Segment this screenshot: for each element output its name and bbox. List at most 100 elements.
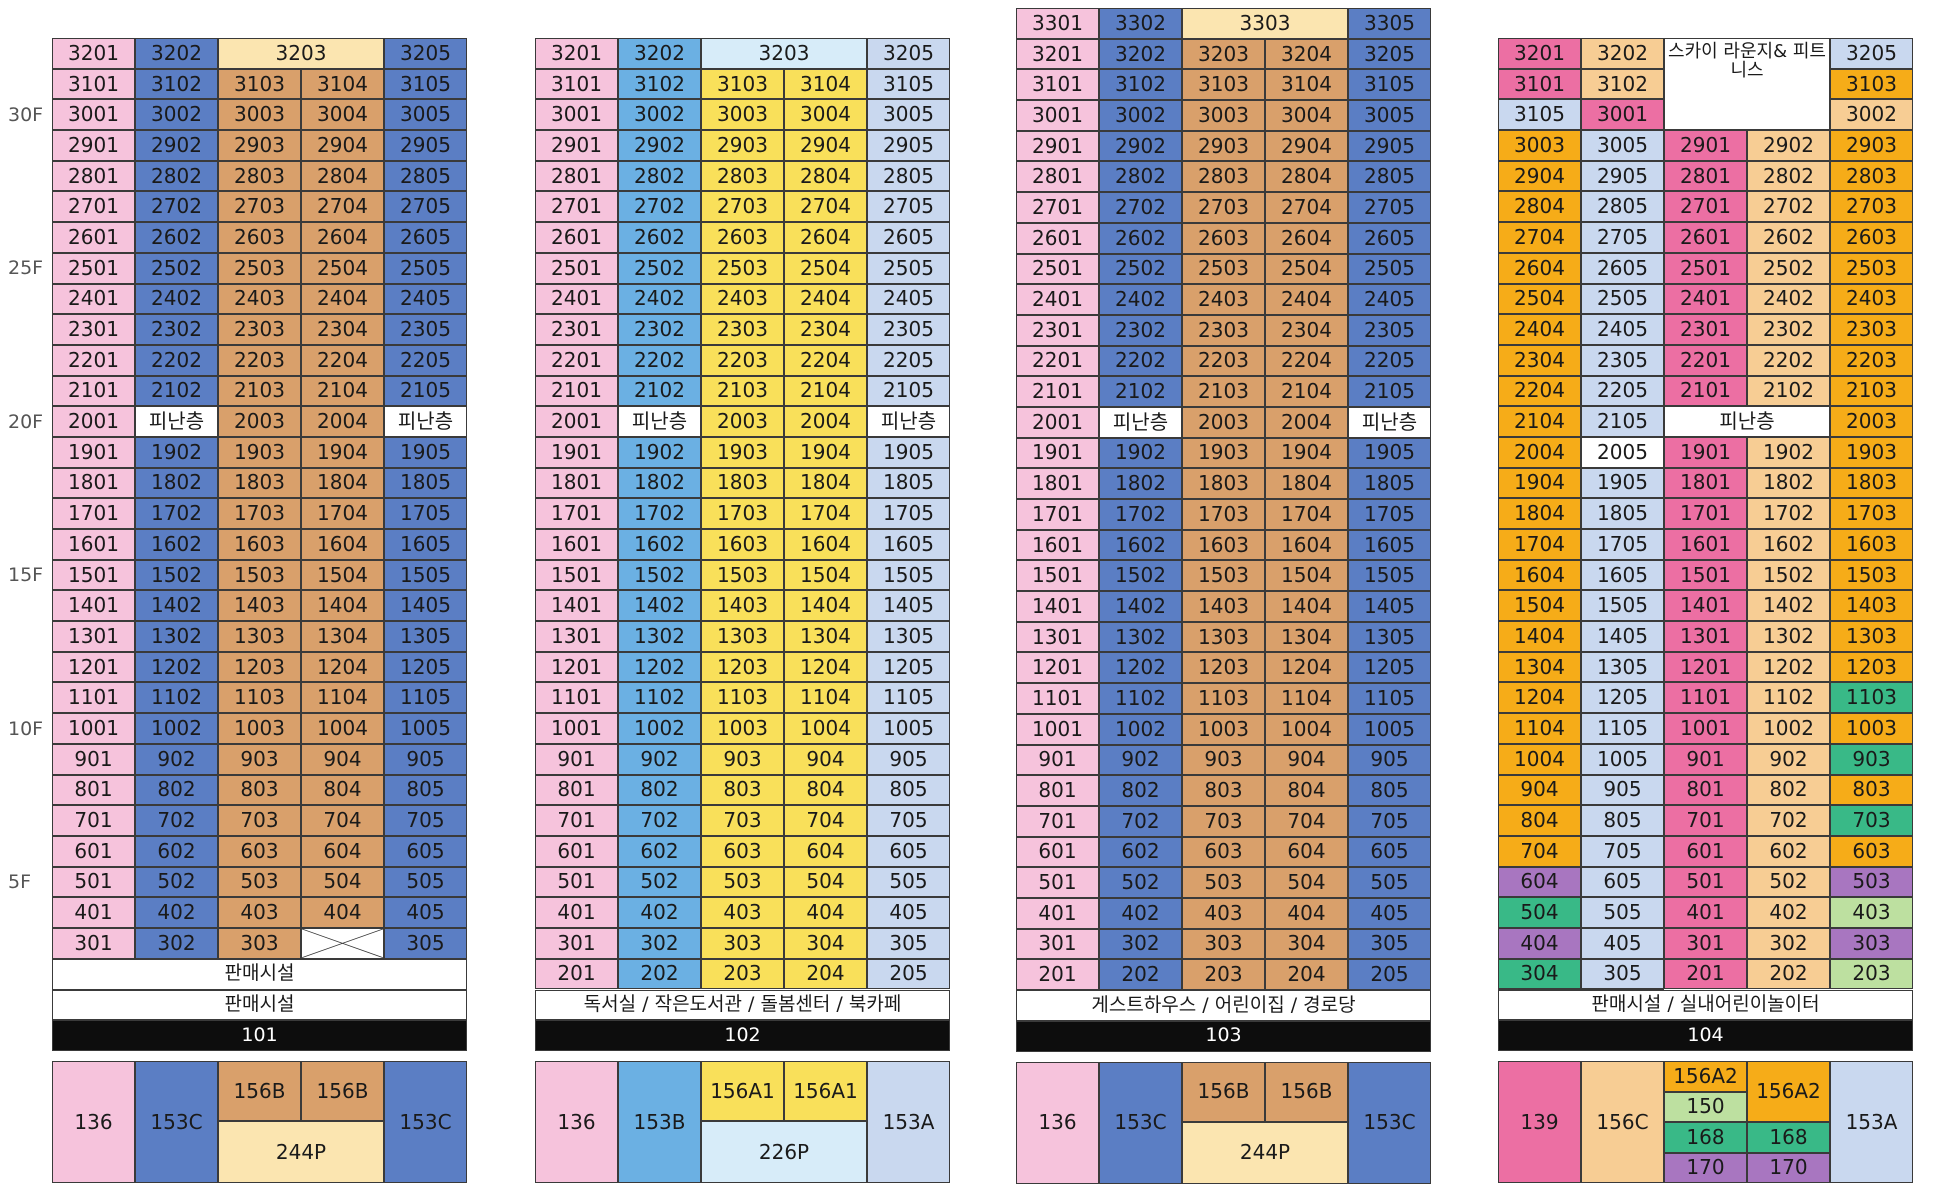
unit-cell: 1702 — [618, 498, 701, 529]
unit-cell: 404 — [1265, 897, 1348, 929]
unit-cell: 1204 — [301, 651, 384, 683]
unit-type-label: 153C — [384, 1061, 467, 1184]
unit-type-footer: 136 153C 153C 156B 156B 244P — [52, 1061, 467, 1184]
unit-cell: 2405 — [1581, 314, 1664, 345]
unit-cell: 401 — [52, 897, 135, 928]
unit-cell: 2405 — [1348, 284, 1431, 315]
unit-cell: 1004 — [1498, 743, 1581, 775]
unit-cell: 2503 — [218, 252, 301, 284]
unit-cell: 1901 — [1016, 437, 1099, 469]
unit-cell: 503 — [218, 866, 301, 898]
unit-cell: 1403 — [1182, 591, 1265, 622]
unit-cell: 501 — [52, 866, 135, 898]
unit-cell: 704 — [301, 805, 384, 836]
unit-cell: 1503 — [1830, 559, 1913, 591]
unit-cell: 302 — [618, 927, 701, 959]
unit-cell: 201 — [1664, 958, 1747, 990]
unit-cell: 305 — [384, 927, 467, 959]
unit-cell: 1102 — [618, 682, 701, 714]
unit-cell: 302 — [1747, 927, 1830, 959]
unit-cell: 2004 — [301, 406, 384, 437]
unit-cell: 피난층 — [1099, 406, 1182, 438]
unit-cell: 1404 — [784, 590, 867, 622]
unit-cell: 3201 — [52, 38, 135, 69]
unit-cell: 1205 — [1348, 652, 1431, 684]
unit-cell: 504 — [1498, 897, 1581, 928]
unit-cell: 2601 — [52, 222, 135, 253]
unit-cell: 2402 — [135, 283, 218, 315]
unit-cell: 2801 — [1664, 160, 1747, 192]
unit-type-label: 170 — [1664, 1152, 1747, 1184]
unit-cell: 2001 — [535, 406, 618, 437]
unit-cell: 505 — [867, 866, 950, 898]
unit-cell: 2604 — [1498, 252, 1581, 284]
unit-cell: 1705 — [1348, 499, 1431, 530]
unit-cell: 1902 — [1099, 437, 1182, 469]
unit-cell: 1202 — [1099, 652, 1182, 684]
unit-cell: 1304 — [1498, 651, 1581, 683]
unit-cell: 1605 — [1348, 529, 1431, 561]
unit-cell: 1304 — [301, 621, 384, 652]
unit-cell: 803 — [218, 774, 301, 806]
unit-type-footer: 136 153C 153C 156B 156B 244P — [1016, 1061, 1431, 1184]
unit-cell: 1501 — [52, 559, 135, 591]
unit-cell: 2205 — [867, 344, 950, 376]
unit-cell: 1505 — [384, 559, 467, 591]
unit-cell: 702 — [1099, 805, 1182, 837]
unit-cell: 1502 — [618, 559, 701, 591]
unit-cell: 402 — [135, 897, 218, 928]
building-number: 102 — [535, 1020, 950, 1052]
unit-cell: 2202 — [1099, 345, 1182, 377]
unit-cell: 502 — [618, 866, 701, 898]
unit-cell: 1201 — [1664, 651, 1747, 683]
unit-cell: 3104 — [301, 68, 384, 100]
unit-cell: 1804 — [301, 467, 384, 499]
unit-cell: 2303 — [1182, 314, 1265, 346]
unit-cell: 801 — [52, 774, 135, 806]
unit-cell: 2705 — [1581, 222, 1664, 253]
unit-cell: 피난층 — [1664, 406, 1830, 437]
unit-cell: 2703 — [701, 191, 784, 223]
unit-grid: 3201 3202 3203 3205 3101 3102 3103 3104 3105 3001… — [52, 38, 467, 959]
unit-cell: 1402 — [618, 590, 701, 622]
unit-cell: 1803 — [1182, 468, 1265, 499]
unit-cell: 1703 — [218, 498, 301, 529]
unit-cell: 2605 — [1581, 252, 1664, 284]
unit-cell: 301 — [1664, 927, 1747, 959]
unit-cell: 1601 — [52, 529, 135, 560]
unit-cell: 401 — [1664, 897, 1747, 928]
unit-cell: 3101 — [535, 68, 618, 100]
unit-cell: 2904 — [1265, 130, 1348, 162]
unit-cell: 1901 — [52, 436, 135, 468]
unit-cell: 2304 — [1265, 314, 1348, 346]
unit-cell: 1003 — [1830, 713, 1913, 744]
unit-cell: 905 — [384, 743, 467, 775]
unit-cell: 3005 — [867, 99, 950, 131]
unit-cell: 2602 — [1747, 222, 1830, 253]
unit-cell: 2205 — [384, 344, 467, 376]
unit-cell: 2205 — [1581, 375, 1664, 407]
unit-cell: 2501 — [1664, 252, 1747, 284]
unit-cell: 202 — [1747, 958, 1830, 990]
unit-type-label: 156A1 — [784, 1061, 867, 1122]
unit-cell: 2504 — [1265, 253, 1348, 285]
unit-cell: 2701 — [1016, 192, 1099, 223]
unit-cell: 701 — [52, 805, 135, 836]
unit-type-label: 150 — [1664, 1091, 1747, 1123]
unit-cell: 2202 — [1747, 344, 1830, 376]
unit-cell: 1004 — [1265, 713, 1348, 745]
unit-cell: 505 — [1581, 897, 1664, 928]
unit-cell: 1604 — [784, 529, 867, 560]
unit-cell: 2605 — [384, 222, 467, 253]
unit-cell: 1603 — [1182, 529, 1265, 561]
unit-cell: 1404 — [1498, 621, 1581, 652]
unit-cell: 2902 — [1099, 130, 1182, 162]
unit-cell: 2801 — [52, 160, 135, 192]
unit-cell: 2505 — [867, 252, 950, 284]
unit-cell: 1101 — [535, 682, 618, 714]
unit-cell: 902 — [1747, 743, 1830, 775]
unit-cell: 1102 — [1747, 682, 1830, 714]
unit-cell: 2601 — [1016, 222, 1099, 254]
floor-label: 25F — [8, 257, 44, 280]
unit-cell: 602 — [135, 835, 218, 867]
